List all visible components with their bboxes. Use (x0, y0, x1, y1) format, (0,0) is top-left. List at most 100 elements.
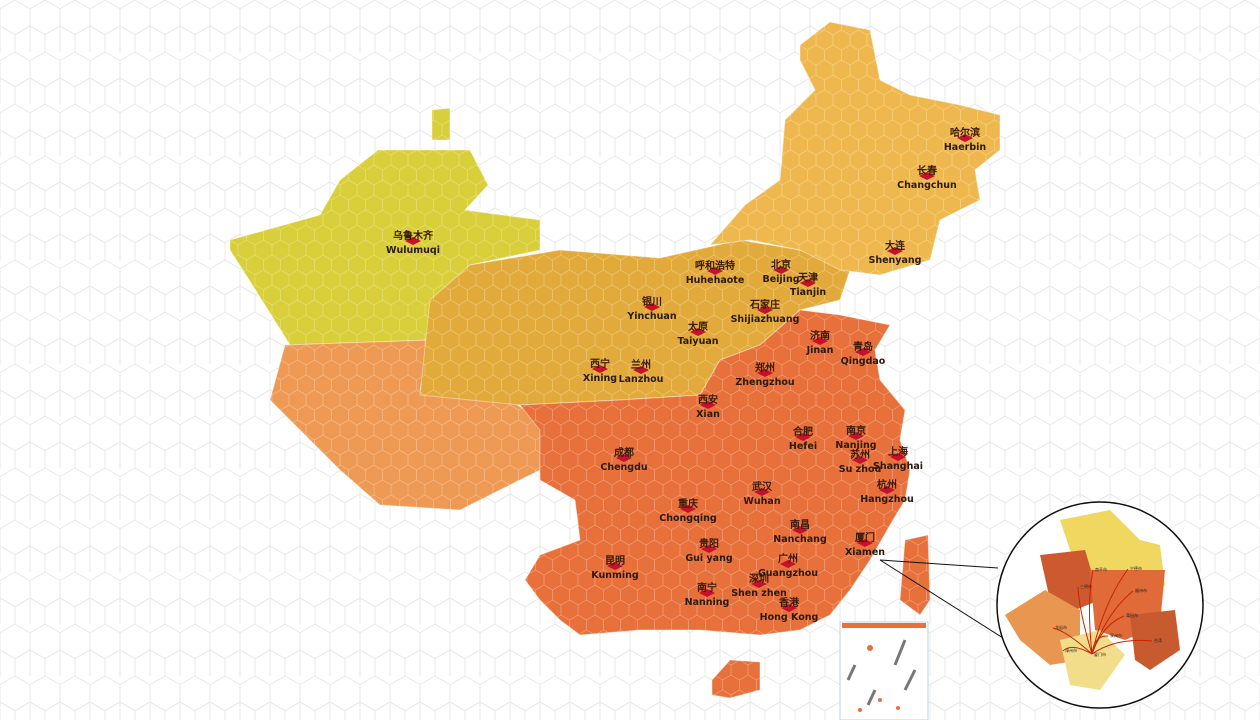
city-name-en: Xian (696, 409, 720, 420)
city-zhengzhou[interactable]: 郑州 Zhengzhou (735, 361, 794, 388)
city-name-cn: 天津 (798, 271, 818, 284)
city-marker-icon (680, 505, 696, 513)
city-name-en: Gui yang (685, 553, 732, 564)
city-marker-icon (780, 560, 796, 568)
city-name-en: Nanchang (773, 534, 827, 545)
inset-route-line (1062, 646, 1093, 655)
city-marker-icon (757, 369, 773, 377)
inset-city-label: 泉州市 (1110, 632, 1122, 638)
city-jinan[interactable]: 济南 Jinan (806, 329, 834, 356)
city-beijing[interactable]: 北京 Beijing (762, 258, 799, 285)
city-marker-icon (848, 432, 864, 440)
city-name-cn: 上海 (888, 445, 908, 458)
city-hefei[interactable]: 合肥 Hefei (789, 425, 817, 452)
city-name-cn: 济南 (810, 329, 830, 342)
city-marker-icon (792, 526, 808, 534)
city-suzhou[interactable]: 苏州 Su zhou (839, 448, 882, 475)
inset-route-line (1091, 639, 1153, 655)
city-xining[interactable]: 西宁 Xining (583, 357, 617, 384)
city-name-en: Zhengzhou (735, 377, 794, 388)
city-name-en: Xining (583, 373, 617, 384)
inset-city-label: 台湾 (1154, 637, 1162, 643)
city-marker-icon (405, 237, 421, 245)
city-marker-icon (633, 366, 649, 374)
city-marker-icon (754, 488, 770, 496)
city-taiyuan[interactable]: 太原 Taiyuan (677, 320, 718, 347)
city-marker-icon (701, 545, 717, 553)
city-nanjing[interactable]: 南京 Nanjing (835, 424, 876, 451)
city-name-cn: 呼和浩特 (695, 259, 735, 272)
city-name-cn: 石家庄 (749, 298, 780, 311)
city-guiyang[interactable]: 贵阳 Gui yang (685, 537, 732, 564)
city-marker-icon (644, 303, 660, 311)
city-marker-icon (919, 172, 935, 180)
city-yinchuan[interactable]: 银川 Yinchuan (626, 295, 676, 322)
city-chongqing[interactable]: 重庆 Chongqing (659, 497, 716, 524)
city-marker-icon (616, 454, 632, 462)
city-name-en: Haerbin (944, 142, 987, 153)
city-name-en: Wulumuqi (386, 245, 440, 256)
city-chengdu[interactable]: 成都 Chengdu (600, 446, 647, 473)
inset-route-line (1052, 627, 1093, 655)
city-name-en: Huhehaote (686, 275, 745, 286)
city-marker-icon (890, 453, 906, 461)
inset-city-label: 宁德市 (1130, 565, 1142, 571)
city-name-cn: 成都 (614, 446, 634, 459)
city-wuhan[interactable]: 武汉 Wuhan (743, 480, 780, 507)
city-shenzhen[interactable]: 深圳 Shen zhen (731, 572, 787, 599)
city-shijiazhuang[interactable]: 石家庄 Shijiazhuang (731, 298, 800, 325)
city-name-cn: 南昌 (790, 518, 810, 531)
city-marker-icon (592, 365, 608, 373)
city-name-en: Guangzhou (758, 568, 818, 579)
city-marker-icon (773, 266, 789, 274)
city-name-en: Nanjing (835, 440, 876, 451)
city-nanchang[interactable]: 南昌 Nanchang (773, 518, 827, 545)
city-name-en: Changchun (897, 180, 957, 191)
city-wulumuqi[interactable]: 乌鲁木齐 Wulumuqi (386, 229, 440, 256)
city-hongkong[interactable]: 香港 Hong Kong (760, 596, 819, 623)
city-changchun[interactable]: 长春 Changchun (897, 164, 957, 191)
city-name-cn: 乌鲁木齐 (393, 229, 434, 242)
city-name-en: Shijiazhuang (731, 314, 800, 325)
city-marker-icon (700, 401, 716, 409)
city-xian[interactable]: 西安 Xian (696, 393, 720, 420)
city-hangzhou[interactable]: 杭州 Hangzhou (860, 478, 914, 505)
city-name-cn: 西安 (698, 393, 718, 406)
city-name-en: Wuhan (743, 496, 780, 507)
city-lanzhou[interactable]: 兰州 Lanzhou (619, 358, 664, 385)
city-qingdao[interactable]: 青岛 Qingdao (841, 340, 886, 367)
inset-city-label: 漳州市 (1065, 647, 1077, 653)
inset-city-label: 莆田市 (1126, 612, 1138, 618)
city-name-en: Lanzhou (619, 374, 664, 385)
inset-hub-label: 厦门市 (1094, 651, 1106, 657)
city-name-cn: 长春 (917, 164, 937, 177)
inset-city-label: 福州市 (1135, 587, 1147, 593)
city-name-cn: 贵阳 (699, 537, 719, 550)
city-name-en: Chengdu (600, 462, 647, 473)
city-name-en: Taiyuan (677, 336, 718, 347)
city-marker-icon (699, 589, 715, 597)
city-kunming[interactable]: 昆明 Kunming (591, 555, 638, 581)
city-markers: 哈尔滨 Haerbin 长春 Changchun 大连 Shenyang 乌鲁木齐 Wulum… (386, 126, 986, 623)
city-huhehaote[interactable]: 呼和浩特 Huhehaote (686, 259, 745, 286)
city-marker-icon (957, 134, 973, 142)
city-name-en: Chongqing (659, 513, 716, 524)
inset-route-line (1077, 586, 1093, 655)
inset-route-line (1091, 615, 1125, 655)
city-name-cn: 太原 (687, 320, 708, 333)
city-name-en: Shen zhen (731, 588, 787, 599)
city-xiamen[interactable]: 厦门 Xiamen (845, 531, 885, 558)
city-name-cn: 西宁 (590, 357, 610, 370)
city-haerbin[interactable]: 哈尔滨 Haerbin (944, 126, 987, 153)
city-shenyang[interactable]: 大连 Shenyang (869, 239, 922, 266)
city-marker-icon (852, 456, 868, 464)
city-tianjin[interactable]: 天津 Tianjin (790, 271, 826, 298)
city-name-en: Jinan (806, 345, 834, 356)
city-shanghai[interactable]: 上海 Shanghai (873, 445, 923, 472)
city-name-cn: 哈尔滨 (950, 126, 980, 139)
city-guangzhou[interactable]: 广州 Guangzhou (758, 552, 818, 579)
city-marker-icon (757, 306, 773, 314)
city-nanning[interactable]: 南宁 Nanning (685, 581, 730, 608)
